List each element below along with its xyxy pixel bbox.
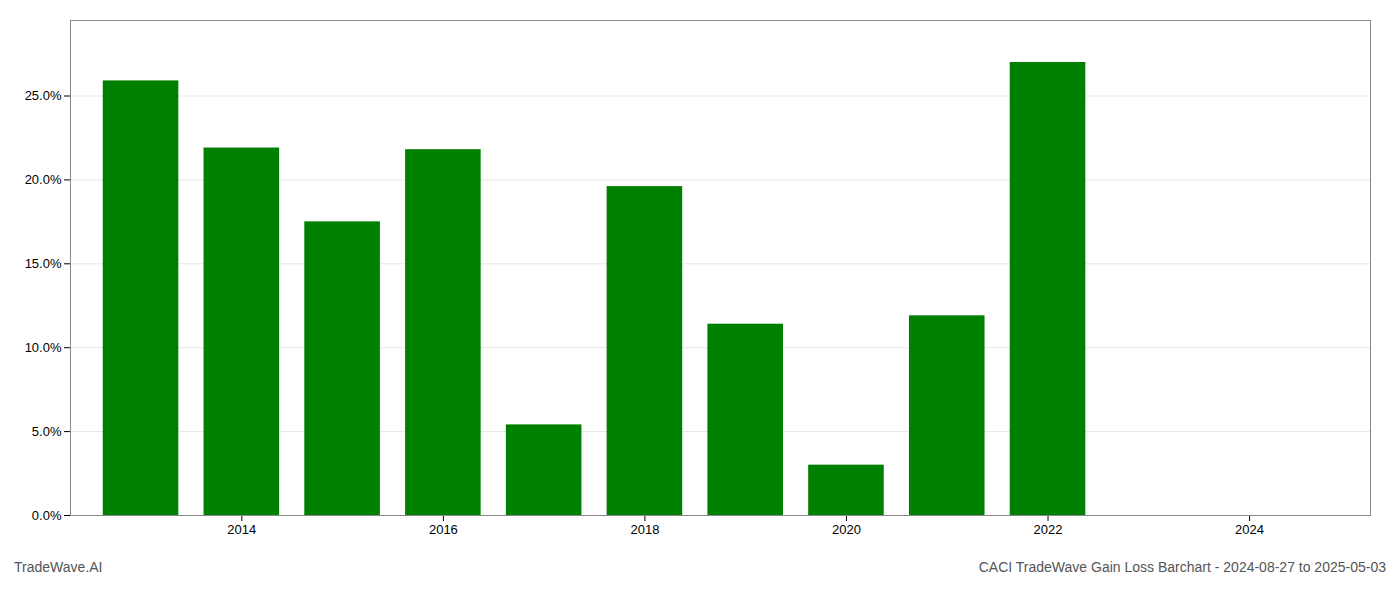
- svg-text:5.0%: 5.0%: [32, 424, 62, 439]
- svg-text:2014: 2014: [227, 522, 256, 537]
- svg-text:2022: 2022: [1034, 522, 1063, 537]
- svg-text:2024: 2024: [1235, 522, 1264, 537]
- svg-text:15.0%: 15.0%: [25, 256, 62, 271]
- svg-text:2016: 2016: [429, 522, 458, 537]
- svg-text:0.0%: 0.0%: [32, 508, 62, 523]
- svg-text:2020: 2020: [832, 522, 861, 537]
- svg-text:2018: 2018: [630, 522, 659, 537]
- html-text:CACI TradeWave Gain Loss Barch: CACI TradeWave Gain Loss Barchart - 2024…: [978, 559, 1386, 575]
- svg-text:10.0%: 10.0%: [25, 340, 62, 355]
- svg-text:20.0%: 20.0%: [25, 172, 62, 187]
- html-text:TradeWave.AI: TradeWave.AI: [14, 559, 103, 575]
- svg-text:25.0%: 25.0%: [25, 88, 62, 103]
